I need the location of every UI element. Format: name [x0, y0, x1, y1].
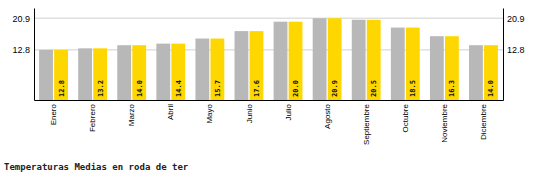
tick: Junio — [245, 103, 254, 123]
data-label: 20.0 — [292, 80, 300, 97]
x-axis: Enero Febrero Marzo Abril Mayo Junio Julio Agos… — [35, 101, 504, 145]
bar — [156, 44, 170, 100]
bars — [39, 18, 498, 100]
data-label: 20.5 — [370, 80, 378, 97]
tick: Enero — [49, 103, 58, 125]
tick: Marzo — [127, 103, 136, 126]
data-label: 17.6 — [253, 80, 261, 97]
tick-label: Octubre — [401, 103, 410, 132]
bar — [171, 44, 185, 100]
tick-label: 20.9 — [507, 14, 525, 24]
bar — [391, 28, 405, 100]
y-axis: 12.8 20.9 — [12, 9, 34, 101]
tick: 12.8 — [12, 45, 30, 55]
bar — [274, 22, 288, 100]
tick: Febrero — [88, 103, 97, 132]
tick-label: Noviembre — [440, 103, 449, 142]
chart: 12.8 13.2 14.0 14.4 15.7 17.6 20.0 20.9 20.5 18.5… — [0, 0, 537, 174]
title: Temperaturas Medias en roda de ter — [4, 162, 189, 172]
tick: 20.9 — [507, 14, 525, 24]
bar — [469, 45, 483, 100]
tick-label: Agosto — [323, 103, 332, 128]
bar — [54, 50, 68, 100]
tick-label: Mayo — [205, 103, 214, 123]
bar — [195, 39, 209, 100]
bar — [117, 45, 131, 100]
bar — [250, 31, 264, 100]
bar — [328, 18, 342, 100]
tick-label: Enero — [49, 103, 58, 125]
tick-label: 12.8 — [12, 45, 30, 55]
tick-label: Abril — [166, 104, 175, 120]
bar-series — [39, 18, 483, 100]
bar — [352, 20, 366, 100]
tick: 12.8 — [507, 45, 525, 55]
axis-line — [503, 9, 504, 101]
data-label: 12.8 — [58, 80, 66, 97]
axis-line — [35, 100, 504, 101]
data-label: 16.3 — [448, 80, 456, 97]
data-label: 14.4 — [175, 80, 183, 97]
bar — [406, 28, 420, 100]
data-label: 14.0 — [487, 80, 495, 97]
tick-label: Febrero — [88, 103, 97, 132]
grid-line — [34, 18, 503, 19]
data-label: 15.7 — [214, 80, 222, 97]
tick: 20.9 — [12, 14, 30, 24]
tick-label: 12.8 — [507, 45, 525, 55]
bar — [289, 22, 303, 100]
tick-label: Julio — [284, 103, 293, 120]
tick: Julio — [284, 103, 293, 120]
data-label: 18.5 — [409, 80, 417, 97]
bar-series — [54, 18, 498, 100]
tick: Abril — [166, 104, 175, 120]
tick: Septiembre — [362, 103, 371, 144]
tick-label: Marzo — [127, 103, 136, 126]
data-label: 13.2 — [97, 80, 105, 97]
bar — [445, 36, 459, 100]
bar — [430, 36, 444, 100]
data-label: 20.9 — [331, 80, 339, 97]
bar — [78, 48, 92, 100]
bar — [39, 50, 53, 100]
bar — [367, 20, 381, 100]
data-label: 14.0 — [136, 80, 144, 97]
tick: Agosto — [323, 103, 332, 128]
data-labels: 12.8 13.2 14.0 14.4 15.7 17.6 20.0 20.9 20.5 18.5… — [58, 80, 496, 97]
bar — [235, 31, 249, 100]
bar — [484, 45, 498, 100]
bar — [93, 48, 107, 100]
y2-axis: 12.8 20.9 — [504, 9, 525, 101]
tick-label: Diciembre — [479, 103, 488, 140]
bar — [210, 39, 224, 100]
bar — [132, 45, 146, 100]
tick-label: Septiembre — [362, 103, 371, 144]
axis-line — [34, 9, 35, 101]
tick: Octubre — [401, 103, 410, 132]
tick: Mayo — [205, 103, 214, 123]
bar — [313, 18, 327, 100]
tick: Noviembre — [440, 103, 449, 142]
tick-label: Junio — [245, 103, 254, 123]
tick-label: 20.9 — [12, 14, 30, 24]
tick: Diciembre — [479, 103, 488, 140]
